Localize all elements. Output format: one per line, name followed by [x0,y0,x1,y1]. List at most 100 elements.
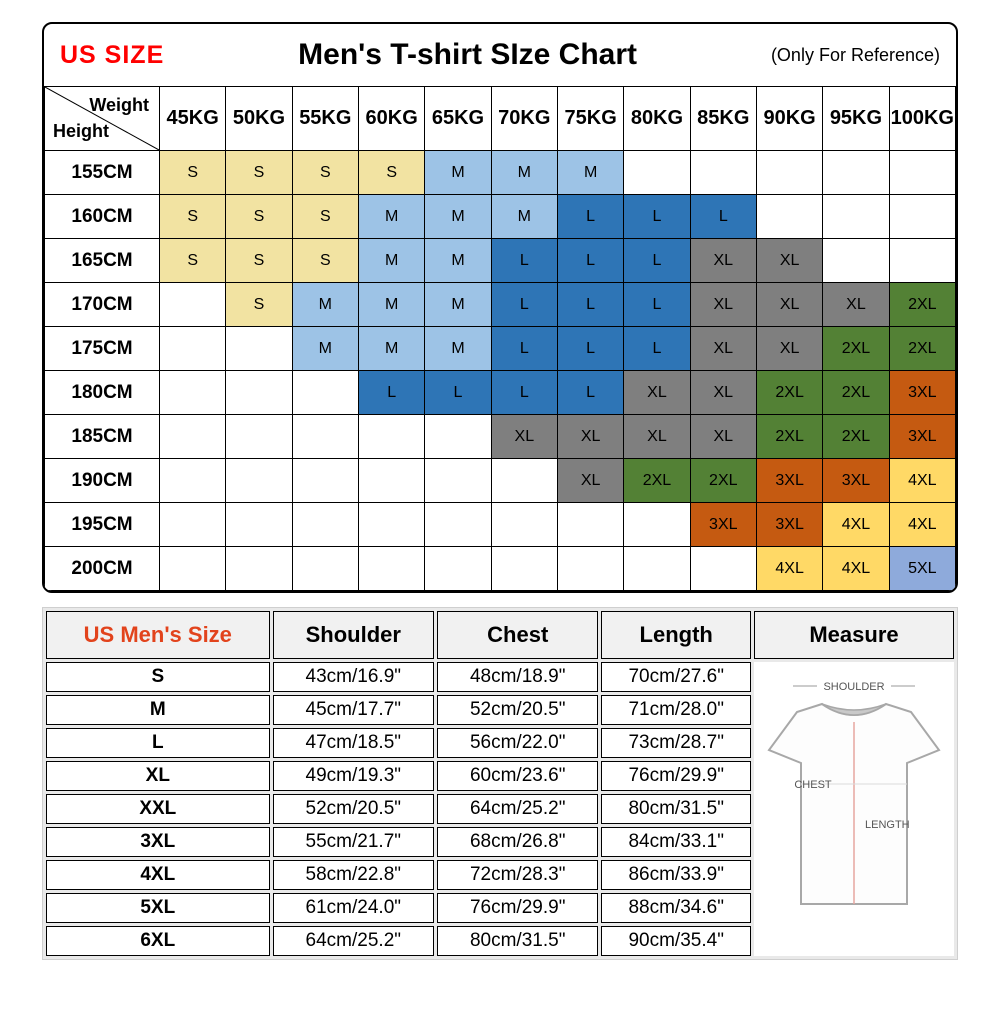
empty-cell [490,502,558,547]
empty-cell [225,326,293,371]
empty-cell [888,238,956,283]
size-cell: L [556,282,625,327]
length-cell: 88cm/34.6" [601,893,751,923]
weight-header: 100KG [888,86,956,151]
matrix-row: 190CM XL 2XL 2XL 3XL 3XL 4XL [44,458,956,503]
weight-header: 95KG [822,86,890,151]
height-corner-label: Height [53,121,109,141]
matrix-row: 170CM S M M M L L L XL XL XL 2XL [44,282,956,327]
weight-corner-label: Weight [89,95,149,115]
chest-cell: 60cm/23.6" [437,761,599,791]
chest-cell: 68cm/26.8" [437,827,599,857]
length-cell: 71cm/28.0" [601,695,751,725]
measure-diagram-area: SHOULDER CHEST LENGTH [754,662,954,956]
size-cell: L [556,238,625,283]
size-cell: 2XL [822,370,890,415]
matrix-row: 185CM XL XL XL XL 2XL 2XL 3XL [44,414,956,459]
size-cell: M [490,194,558,239]
empty-cell [689,150,757,195]
empty-cell [490,546,558,591]
empty-cell [225,414,293,459]
size-table-row: XL 49cm/19.3" 60cm/23.6" 76cm/29.9" [46,761,751,791]
size-table-row: XXL 52cm/20.5" 64cm/25.2" 80cm/31.5" [46,794,751,824]
size-cell: M [424,282,492,327]
size-cell: L [490,370,558,415]
size-cell: M [357,326,426,371]
matrix-row: 180CM L L L L XL XL 2XL 2XL 3XL [44,370,956,415]
empty-cell [291,502,359,547]
size-cell: M [357,194,426,239]
shoulder-cell: 64cm/25.2" [272,926,434,956]
size-cell: 5XL [888,546,956,591]
size-cell: XL [755,238,824,283]
matrix-row: 155CM S S S S M M M [44,150,956,195]
size-cell: L [623,194,691,239]
matrix-row: 160CM S S S M M M L L L [44,194,956,239]
size-cell: XL [822,282,890,327]
size-matrix-table: Weight Height 45KG 50KG 55KG 60KG 65KG 70KG 75… [44,86,956,591]
size-cell: L [556,326,625,371]
weight-header: 90KG [755,86,824,151]
chart-title-bar: US SIZE Men's T-shirt SIze Chart (Only F… [44,24,956,86]
size-cell: 4XL [46,860,270,890]
height-header: 175CM [44,326,160,371]
size-cell: S [291,150,359,195]
empty-cell [755,150,824,195]
size-cell: M [424,150,492,195]
height-header: 165CM [44,238,160,283]
corner-cell: Weight Height [44,86,160,151]
empty-cell [357,458,426,503]
size-cell: L [556,370,625,415]
height-header: 160CM [44,194,160,239]
size-table-row: S 43cm/16.9" 48cm/18.9" 70cm/27.6" [46,662,751,692]
size-cell: M [357,282,426,327]
empty-cell [357,502,426,547]
height-header: 190CM [44,458,160,503]
size-cell: L [490,326,558,371]
weight-header: 80KG [623,86,691,151]
size-cell: XL [689,370,757,415]
size-cell: M [291,282,359,327]
size-cell: M [490,150,558,195]
size-cell: M [357,238,426,283]
empty-cell [225,502,293,547]
size-table-row: L 47cm/18.5" 56cm/22.0" 73cm/28.7" [46,728,751,758]
size-cell: 4XL [822,546,890,591]
empty-cell [225,370,293,415]
empty-cell [225,546,293,591]
size-cell: 2XL [822,326,890,371]
chart-title: Men's T-shirt SIze Chart [298,38,638,71]
weight-header: 55KG [291,86,359,151]
length-cell: 90cm/35.4" [601,926,751,956]
size-table-row: 5XL 61cm/24.0" 76cm/29.9" 88cm/34.6" [46,893,751,923]
size-cell: L [424,370,492,415]
empty-cell [623,546,691,591]
size-cell: M [291,326,359,371]
size-cell: XL [490,414,558,459]
shoulder-header: Shoulder [272,611,434,659]
size-table-row: 6XL 64cm/25.2" 80cm/31.5" 90cm/35.4" [46,926,751,956]
size-cell: XL [689,282,757,327]
size-cell: XL [623,414,691,459]
size-table-row: 3XL 55cm/21.7" 68cm/26.8" 84cm/33.1" [46,827,751,857]
size-cell: 5XL [46,893,270,923]
size-cell: L [46,728,270,758]
size-cell: 2XL [755,370,824,415]
empty-cell [291,546,359,591]
size-cell: 6XL [46,926,270,956]
empty-cell [424,502,492,547]
chest-cell: 76cm/29.9" [437,893,599,923]
size-cell: XL [689,414,757,459]
size-cell: L [623,282,691,327]
size-cell: S [225,194,293,239]
size-cell: XL [623,370,691,415]
length-cell: 73cm/28.7" [601,728,751,758]
chest-cell: 52cm/20.5" [437,695,599,725]
us-size-label: US SIZE [60,40,165,69]
matrix-row: 165CM S S S M M L L L XL XL [44,238,956,283]
empty-cell [888,150,956,195]
size-cell: L [357,370,426,415]
size-table-row: 4XL 58cm/22.8" 72cm/28.3" 86cm/33.9" [46,860,751,890]
weight-header: 65KG [424,86,492,151]
measure-column: Measure SHOULDER CHEST LENGTH [754,608,957,959]
